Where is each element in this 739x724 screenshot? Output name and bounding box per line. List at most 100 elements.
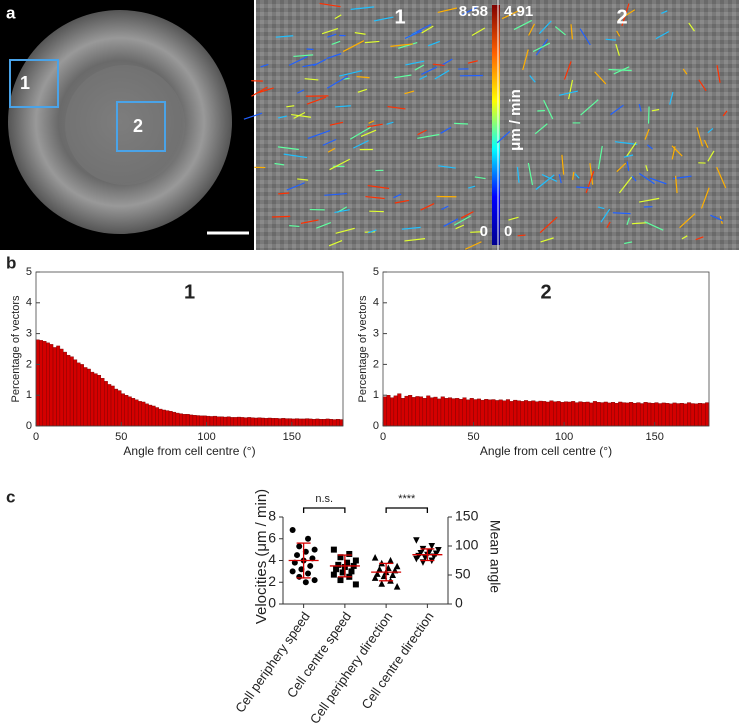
flow-arrow <box>251 86 268 97</box>
point <box>291 559 298 566</box>
micrograph <box>0 0 739 250</box>
region-label: 1 <box>394 6 405 28</box>
flow-arrow <box>454 122 469 125</box>
bar <box>298 418 303 427</box>
flow-arrow <box>517 234 526 237</box>
flow-arrow <box>614 141 638 145</box>
flow-arrow <box>404 238 426 242</box>
bar <box>131 398 136 427</box>
bar <box>104 381 108 427</box>
x-tick-label: 0 <box>33 431 39 443</box>
flow-arrow <box>417 129 427 136</box>
flow-arrow <box>710 214 724 222</box>
flow-arrow <box>600 208 611 223</box>
bar <box>585 401 590 427</box>
bar <box>151 405 156 427</box>
bar <box>592 401 597 427</box>
point <box>428 543 436 550</box>
bar <box>429 397 434 427</box>
bar <box>192 415 197 427</box>
bar <box>305 418 310 427</box>
bar <box>35 339 40 427</box>
flow-arrow <box>616 30 621 37</box>
bar <box>661 402 666 427</box>
bar <box>444 398 449 427</box>
bar <box>382 396 387 427</box>
flow-arrow <box>398 41 418 49</box>
y-axis-label: Velocities (μm / min) <box>253 489 270 624</box>
flow-arrow <box>307 129 331 139</box>
y-tick-label: 4 <box>268 551 276 567</box>
bar <box>318 419 323 427</box>
bar <box>422 398 427 427</box>
point <box>289 527 296 534</box>
flow-arrow <box>277 146 299 151</box>
bar <box>448 397 453 427</box>
flow-arrow <box>649 177 667 185</box>
colorbar-max: 4.91 <box>504 3 533 20</box>
flow-arrow <box>286 105 295 108</box>
flow-arrow <box>617 9 636 21</box>
flow-arrow <box>508 216 519 221</box>
y-tick-label: 0 <box>26 420 32 432</box>
point <box>413 555 420 563</box>
bar <box>632 403 637 427</box>
flow-arrow <box>328 240 343 247</box>
flow-arrow <box>613 66 630 75</box>
x-tick-label: Cell centre direction <box>358 609 436 712</box>
significance-bracket <box>385 507 429 513</box>
flow-arrow <box>296 89 305 94</box>
bar <box>643 402 648 427</box>
bar <box>426 395 431 427</box>
bar <box>618 401 623 427</box>
flow-arrow <box>639 197 660 203</box>
bar <box>134 399 139 427</box>
flow-arrow <box>703 139 709 149</box>
bar <box>339 419 344 427</box>
flow-arrow <box>331 40 341 45</box>
bar <box>175 412 180 427</box>
point <box>376 565 383 573</box>
bar <box>629 402 634 427</box>
bar <box>260 417 265 427</box>
bar <box>46 342 50 427</box>
chart-title: 1 <box>184 281 195 303</box>
x-axis-label: Angle from cell centre (°) <box>123 444 255 458</box>
flow-arrow <box>558 174 562 184</box>
bar <box>404 395 409 427</box>
flow-arrow <box>460 211 474 219</box>
bar <box>329 419 333 427</box>
bar <box>527 401 532 427</box>
flow-arrow <box>669 91 674 105</box>
flow-arrow <box>302 63 317 68</box>
flow-arrow <box>401 226 421 230</box>
point <box>378 580 386 587</box>
flow-arrow <box>496 131 511 144</box>
bar <box>127 396 132 427</box>
flow-arrow <box>367 123 383 128</box>
bar <box>185 414 190 427</box>
bar <box>469 398 474 427</box>
flow-arrow <box>626 142 637 157</box>
flow-arrow <box>319 2 341 8</box>
flow-arrow <box>393 193 402 199</box>
bar <box>495 400 500 427</box>
flow-arrow <box>326 75 349 89</box>
flow-arrow <box>326 53 342 60</box>
point <box>330 546 337 553</box>
y2-tick-label: 100 <box>455 537 479 553</box>
y2-tick-label: 50 <box>455 566 471 582</box>
bar <box>162 409 166 427</box>
bar <box>455 398 460 427</box>
region-label: 1 <box>20 73 30 93</box>
flow-arrow <box>257 87 274 94</box>
flow-arrow <box>563 61 572 80</box>
bar <box>39 340 44 427</box>
bar <box>291 418 296 427</box>
x-tick-label: 100 <box>197 431 215 443</box>
flow-arrow <box>554 26 566 36</box>
bar <box>267 417 272 427</box>
y2-tick-label: 150 <box>455 508 479 524</box>
bar <box>325 418 330 427</box>
y-tick-label: 2 <box>268 573 276 589</box>
